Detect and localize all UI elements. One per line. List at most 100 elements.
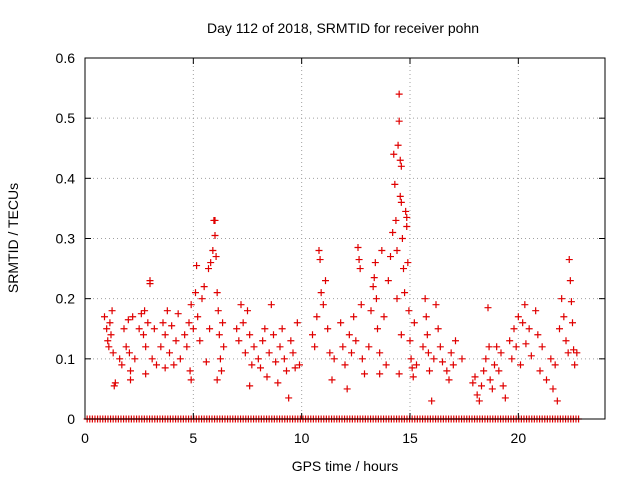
data-point <box>244 307 251 315</box>
data-point <box>392 216 400 224</box>
y-tick-label: 0.1 <box>56 351 76 367</box>
data-point <box>176 355 184 363</box>
data-point <box>410 319 418 327</box>
x-tick-label: 15 <box>402 430 418 446</box>
data-point <box>397 198 405 206</box>
data-point <box>370 274 378 282</box>
data-point <box>484 304 492 312</box>
data-point <box>108 307 116 315</box>
data-point <box>397 162 405 170</box>
data-point <box>193 262 201 270</box>
data-point <box>527 352 535 360</box>
data-point <box>428 397 436 405</box>
data-point <box>187 376 195 384</box>
data-point <box>254 355 262 363</box>
data-point <box>309 331 316 339</box>
data-point <box>522 340 530 348</box>
data-point <box>212 253 220 261</box>
data-point <box>246 382 254 390</box>
data-point <box>120 325 128 333</box>
x-axis-label: GPS time / hours <box>292 458 399 474</box>
data-point <box>384 277 392 285</box>
data-point <box>374 325 381 333</box>
data-point <box>291 364 299 372</box>
data-point <box>367 307 375 315</box>
data-point <box>514 313 522 321</box>
y-tick-label: 0.3 <box>56 231 76 247</box>
data-point <box>436 343 444 351</box>
data-point <box>396 192 404 200</box>
data-point <box>430 355 438 363</box>
data-point <box>405 307 413 315</box>
data-point <box>272 358 280 366</box>
data-point <box>407 355 415 363</box>
data-point <box>337 319 345 327</box>
data-point <box>400 265 407 273</box>
data-point <box>482 355 490 363</box>
y-tick-label: 0 <box>67 411 75 427</box>
data-point <box>111 379 119 387</box>
data-point <box>161 364 169 372</box>
data-point <box>508 355 516 363</box>
data-point <box>404 259 412 267</box>
data-point <box>241 349 249 357</box>
y-tick-label: 0.4 <box>56 170 76 186</box>
data-point <box>497 349 505 357</box>
data-point <box>445 376 453 384</box>
data-point <box>213 376 221 384</box>
data-point <box>118 361 126 369</box>
x-axis: 0 5 10 15 20 <box>81 58 526 446</box>
data-point <box>408 364 416 372</box>
data-point <box>283 367 290 375</box>
data-point <box>150 325 158 333</box>
data-point <box>478 382 485 390</box>
data-point <box>198 295 206 303</box>
data-point <box>278 325 286 333</box>
data-point <box>352 337 360 345</box>
data-point <box>521 301 529 309</box>
data-point <box>547 355 555 363</box>
data-point <box>488 385 496 393</box>
data-point <box>534 331 542 339</box>
data-point <box>397 331 405 339</box>
data-point <box>439 358 446 366</box>
data-point <box>493 343 501 351</box>
data-point <box>144 319 152 327</box>
data-point <box>101 313 108 321</box>
data-point <box>345 331 353 339</box>
data-point <box>127 376 134 384</box>
data-point <box>315 247 323 255</box>
data-point <box>110 382 118 390</box>
data-point <box>394 141 402 149</box>
data-point <box>341 361 349 369</box>
data-point <box>157 343 165 351</box>
data-point <box>259 337 267 345</box>
data-point <box>519 319 527 327</box>
data-point <box>422 313 430 321</box>
data-point <box>419 343 427 351</box>
x-tick-label: 20 <box>511 430 527 446</box>
data-point <box>553 397 561 405</box>
data-point <box>395 370 403 378</box>
data-point <box>447 349 455 357</box>
data-point <box>285 394 293 402</box>
data-point <box>317 289 325 297</box>
data-point <box>237 301 245 309</box>
data-point <box>322 277 329 285</box>
data-point <box>161 331 169 339</box>
data-point <box>409 373 417 381</box>
data-point <box>105 343 113 351</box>
data-point <box>287 337 295 345</box>
data-point <box>393 295 401 303</box>
y-tick-label: 0.2 <box>56 291 76 307</box>
data-point <box>220 343 228 351</box>
data-point <box>280 355 288 363</box>
data-point <box>205 265 212 273</box>
data-point <box>372 295 380 303</box>
data-point <box>187 301 195 309</box>
data-point <box>125 349 133 357</box>
data-point <box>423 331 431 339</box>
data-point <box>319 301 327 309</box>
data-point <box>566 277 574 285</box>
data-point <box>501 394 509 402</box>
